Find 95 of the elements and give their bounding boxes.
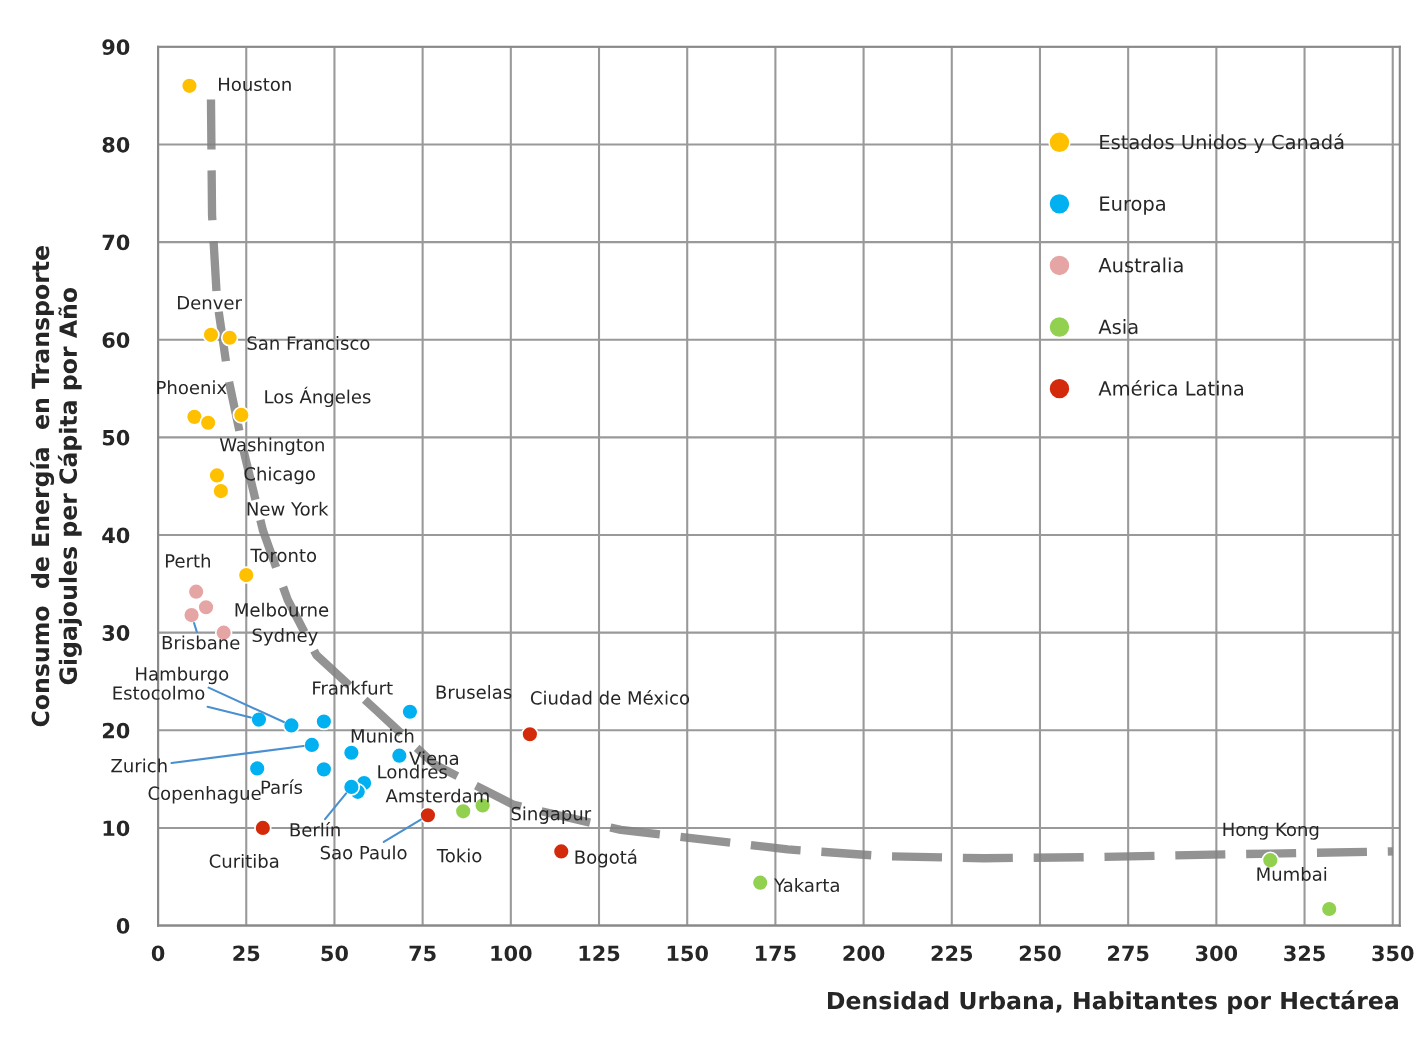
x-tick-label: 250	[1019, 945, 1061, 962]
point	[199, 413, 217, 432]
annotation: Hong Kong	[1223, 822, 1319, 840]
annotation: Singapur	[511, 806, 592, 824]
annotation: New York	[247, 501, 329, 516]
point	[342, 744, 361, 762]
point	[1320, 900, 1338, 918]
x-tick-label: 0	[151, 945, 165, 962]
y-tick-label: 50	[102, 429, 130, 446]
point	[254, 819, 272, 837]
y-tick-label: 20	[102, 722, 130, 739]
point	[185, 408, 204, 426]
point	[250, 710, 268, 729]
point	[182, 606, 201, 624]
y-tick-label: 70	[102, 234, 130, 251]
annotation: Yakarta	[774, 878, 839, 893]
legend-label: Asia	[1098, 319, 1138, 335]
point	[521, 725, 539, 743]
point	[303, 736, 321, 754]
point	[202, 326, 220, 344]
legend-label: Estados Unidos y Canadá	[1100, 133, 1344, 154]
x-tick-label: 200	[843, 945, 885, 962]
annotation: San Francisco	[247, 335, 370, 350]
x-tick-label: 350	[1372, 945, 1414, 962]
point	[220, 329, 239, 347]
point	[208, 466, 226, 485]
annotation: Brisbane	[162, 635, 240, 650]
annotation: Berlín	[290, 821, 340, 837]
point	[419, 806, 437, 825]
annotation: Phoenix	[157, 380, 227, 395]
annotation: Melbourne	[235, 602, 329, 617]
annotation: Los Ángeles	[265, 386, 371, 408]
annotation: Denver	[178, 296, 242, 310]
annotation: Bruselas	[436, 684, 512, 699]
x-tick-label: 275	[1108, 945, 1149, 962]
point	[237, 566, 256, 584]
point	[187, 582, 205, 601]
y-tick-label: 60	[102, 332, 130, 348]
annotation: Amsterdam	[385, 788, 489, 803]
point	[454, 802, 472, 821]
annotation: París	[261, 779, 303, 795]
point	[390, 746, 409, 765]
annotation: Estocolmo	[113, 685, 205, 700]
point	[552, 842, 571, 861]
annotation: Viena	[409, 751, 459, 766]
point	[282, 716, 301, 735]
point	[751, 873, 769, 892]
annotation: Munich	[351, 728, 414, 743]
x-tick-label: 175	[756, 945, 796, 962]
x-tick-label: 225	[931, 945, 973, 962]
annotation: Curitiba	[209, 853, 279, 868]
annotation: Copenhague	[148, 786, 261, 804]
annotation: Londres	[378, 764, 447, 779]
y-tick-label: 40	[102, 527, 130, 544]
legend-label: Australia	[1098, 257, 1183, 273]
annotation: Chicago	[244, 466, 315, 485]
point	[315, 712, 333, 731]
annotation: Zurich	[111, 758, 167, 773]
point	[315, 760, 333, 779]
point	[197, 598, 215, 617]
annotation: Sao Paulo	[320, 845, 407, 860]
point	[342, 778, 361, 796]
annotation: Sydney	[252, 628, 318, 646]
annotation: Tokio	[436, 848, 482, 863]
x-tick-label: 100	[491, 945, 532, 962]
annotation: Perth	[165, 553, 210, 568]
y-tick-label: 0	[116, 918, 130, 934]
annotation: Houston	[219, 77, 291, 92]
y-tick-label: 80	[102, 136, 130, 153]
x-tick-label: 325	[1284, 945, 1325, 962]
x-axis-title: Densidad Urbana, Habitantes por Hectárea	[828, 990, 1398, 1014]
point	[180, 77, 199, 95]
annotation: Washington	[219, 437, 324, 456]
x-tick-label: 300	[1196, 945, 1238, 962]
point	[248, 759, 266, 778]
annotation: Ciudad de México	[530, 690, 690, 705]
y-axis-title: Consumo de Energía en Transporte Gigajoules per Cápita por Año	[30, 246, 82, 727]
annotation: Mumbai	[1257, 866, 1327, 881]
x-tick-label: 25	[233, 945, 260, 962]
x-tick-label: 75	[409, 945, 436, 962]
x-tick-label: 150	[667, 945, 708, 962]
point	[232, 406, 251, 424]
annotation: Frankfurt	[313, 680, 393, 695]
legend-label: América Latina	[1098, 379, 1243, 396]
x-tick-label: 125	[579, 945, 620, 962]
annotation: Bogotá	[575, 849, 637, 868]
annotation: Hamburgo	[136, 666, 229, 685]
point	[401, 703, 419, 721]
x-tick-label: 50	[321, 945, 348, 962]
legend-label: Europa	[1100, 196, 1165, 215]
y-tick-label: 90	[102, 39, 130, 56]
point	[212, 482, 230, 500]
annotation: Toronto	[250, 548, 317, 563]
y-tick-label: 30	[102, 625, 130, 641]
y-tick-label: 10	[103, 820, 130, 837]
